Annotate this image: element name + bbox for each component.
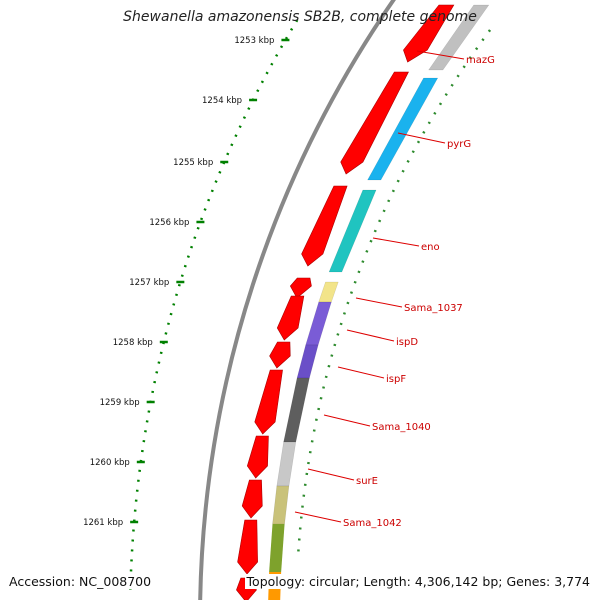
ruler-tick-label: 1254 kbp — [202, 96, 242, 106]
gene-label: Sama_1037 — [404, 303, 463, 314]
ruler-tick-label: 1256 kbp — [149, 218, 189, 228]
ruler-tick-label: 1258 kbp — [113, 338, 153, 348]
gene-label-leader — [355, 297, 403, 308]
feature-dotted-line — [296, 29, 492, 561]
gene-labels: mazG pyrG eno Sama_1037 ispD ispF Sama_1040sur… — [294, 50, 495, 529]
gene-block — [269, 524, 285, 572]
ruler-tick-label: 1259 kbp — [100, 398, 140, 408]
backbone-line — [198, 0, 397, 600]
length-label: Length: — [363, 574, 411, 589]
ruler-tick-label: 1255 kbp — [173, 158, 213, 168]
length-value: 4,306,142 bp — [414, 574, 499, 589]
gene-label-leader — [294, 511, 342, 523]
backbone-layer — [198, 0, 397, 600]
gene-block — [428, 4, 490, 71]
cds-arrow — [241, 479, 263, 519]
kbp-ruler: 1253 kbp 1254 kbp 1255 kbp 1256 kbp 1257 kbp… — [80, 19, 299, 591]
gene-block — [283, 377, 310, 443]
cds-arrow — [289, 277, 312, 299]
ruler-tick-label: 1260 kbp — [90, 458, 130, 468]
gene-label-leader — [416, 50, 465, 60]
cds-arrow — [403, 4, 455, 63]
accession-value: NC_008700 — [79, 574, 152, 589]
gene-label: ispF — [386, 374, 406, 385]
ruler-tick-label: 1253 kbp — [234, 36, 274, 46]
map-title: Shewanella amazonensis SB2B, complete ge… — [0, 9, 600, 25]
topology-label: Topology: — [246, 574, 306, 589]
ruler-tick-label: 1257 kbp — [129, 278, 169, 288]
cds-track — [236, 4, 455, 600]
gene-label: mazG — [466, 55, 495, 66]
gene-label-leader — [397, 132, 446, 144]
gene-label: eno — [421, 242, 440, 253]
gene-label-leader — [307, 468, 355, 481]
gene-block — [276, 441, 297, 487]
gene-block — [272, 485, 290, 525]
cds-arrow — [246, 435, 269, 479]
cds-arrow — [254, 369, 283, 435]
gene-label: Sama_1042 — [343, 518, 402, 529]
ruler-dotted-line — [129, 19, 299, 591]
accession-info: Accession: NC_008700 — [9, 574, 154, 589]
topology-value: circular — [309, 574, 356, 589]
ruler-tick-label: 1261 kbp — [83, 518, 123, 528]
gene-label-leader — [346, 329, 395, 342]
gene-track — [268, 4, 492, 600]
gene-block — [296, 344, 319, 379]
accession-label: Accession: — [9, 574, 76, 589]
map-title-text: Shewanella amazonensis SB2B, complete ge… — [123, 9, 477, 25]
gene-block — [328, 189, 377, 273]
cds-arrow — [237, 519, 258, 575]
gene-label: pyrG — [447, 139, 471, 150]
genes-value: 3,774 — [554, 574, 590, 589]
genome-stats: Topology: circular; Length: 4,306,142 bp… — [244, 574, 590, 589]
gene-label: ispD — [396, 337, 418, 348]
cds-arrow — [269, 341, 291, 369]
gene-block — [318, 281, 339, 303]
cds-arrow — [301, 185, 348, 267]
cds-arrow — [340, 71, 409, 175]
gene-label: Sama_1040 — [372, 422, 431, 433]
gene-label-leader — [323, 414, 371, 427]
gene-label-leader — [372, 237, 420, 247]
gene-label-leader — [337, 366, 385, 379]
gene-block — [367, 77, 439, 181]
cds-arrow — [276, 295, 305, 341]
gene-block — [305, 301, 332, 346]
gene-label: surE — [356, 476, 378, 487]
genes-label: Genes: — [506, 574, 551, 589]
separator: ; — [498, 574, 503, 589]
separator: ; — [355, 574, 360, 589]
